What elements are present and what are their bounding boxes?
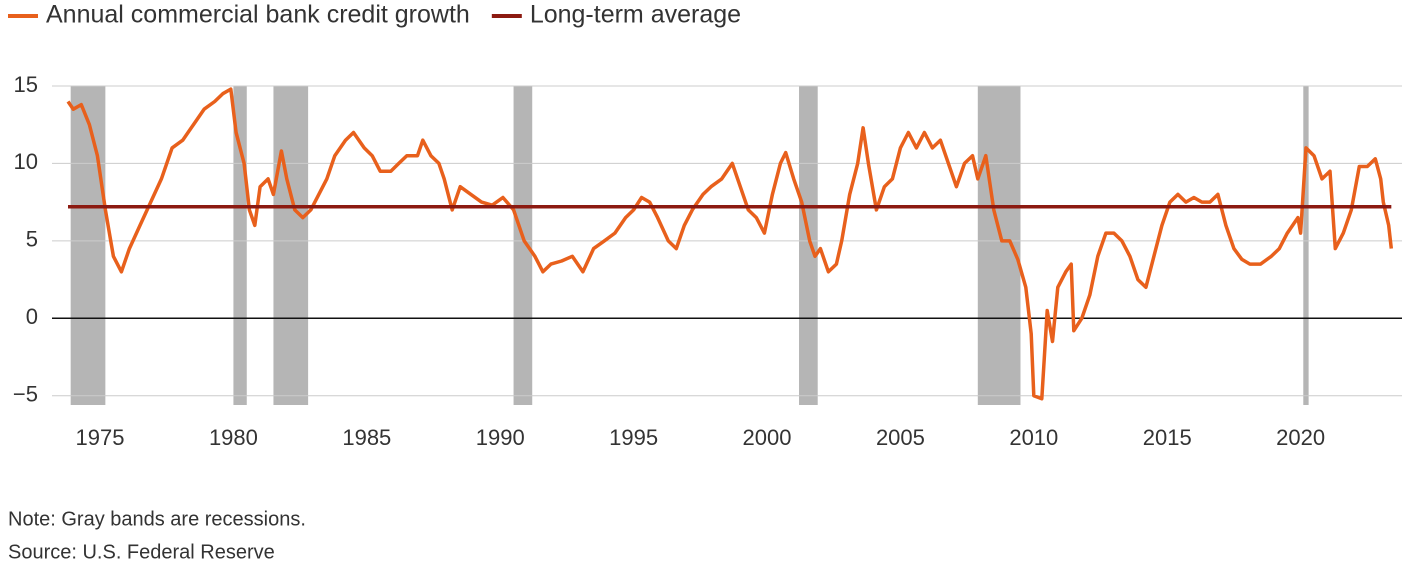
y-tick-label: 0 xyxy=(26,304,38,329)
x-tick-label: 1995 xyxy=(609,425,658,450)
legend-label: Long-term average xyxy=(530,1,741,29)
y-tick-label: 10 xyxy=(14,149,38,174)
x-tick-label: 2010 xyxy=(1009,425,1058,450)
recession-band xyxy=(799,86,818,405)
x-tick-label: 2005 xyxy=(876,425,925,450)
y-tick-label: 5 xyxy=(26,227,38,252)
recession-band xyxy=(513,86,533,405)
x-tick-label: 1990 xyxy=(476,425,525,450)
recession-band xyxy=(1303,86,1309,405)
x-tick-label: 1975 xyxy=(76,425,125,450)
x-tick-label: 1980 xyxy=(209,425,258,450)
recession-band xyxy=(977,86,1021,405)
note: Source: U.S. Federal Reserve xyxy=(8,541,275,563)
legend-label: Annual commercial bank credit growth xyxy=(46,1,470,29)
y-tick-label: 15 xyxy=(14,72,38,97)
note: Note: Gray bands are recessions. xyxy=(8,508,306,530)
x-tick-label: 2000 xyxy=(743,425,792,450)
x-tick-label: 2020 xyxy=(1276,425,1325,450)
y-tick-label: −5 xyxy=(13,382,38,407)
credit-growth-line xyxy=(66,87,1394,401)
x-tick-label: 1985 xyxy=(342,425,391,450)
x-tick-label: 2015 xyxy=(1143,425,1192,450)
recession-band xyxy=(70,86,106,405)
recession-band xyxy=(273,86,309,405)
